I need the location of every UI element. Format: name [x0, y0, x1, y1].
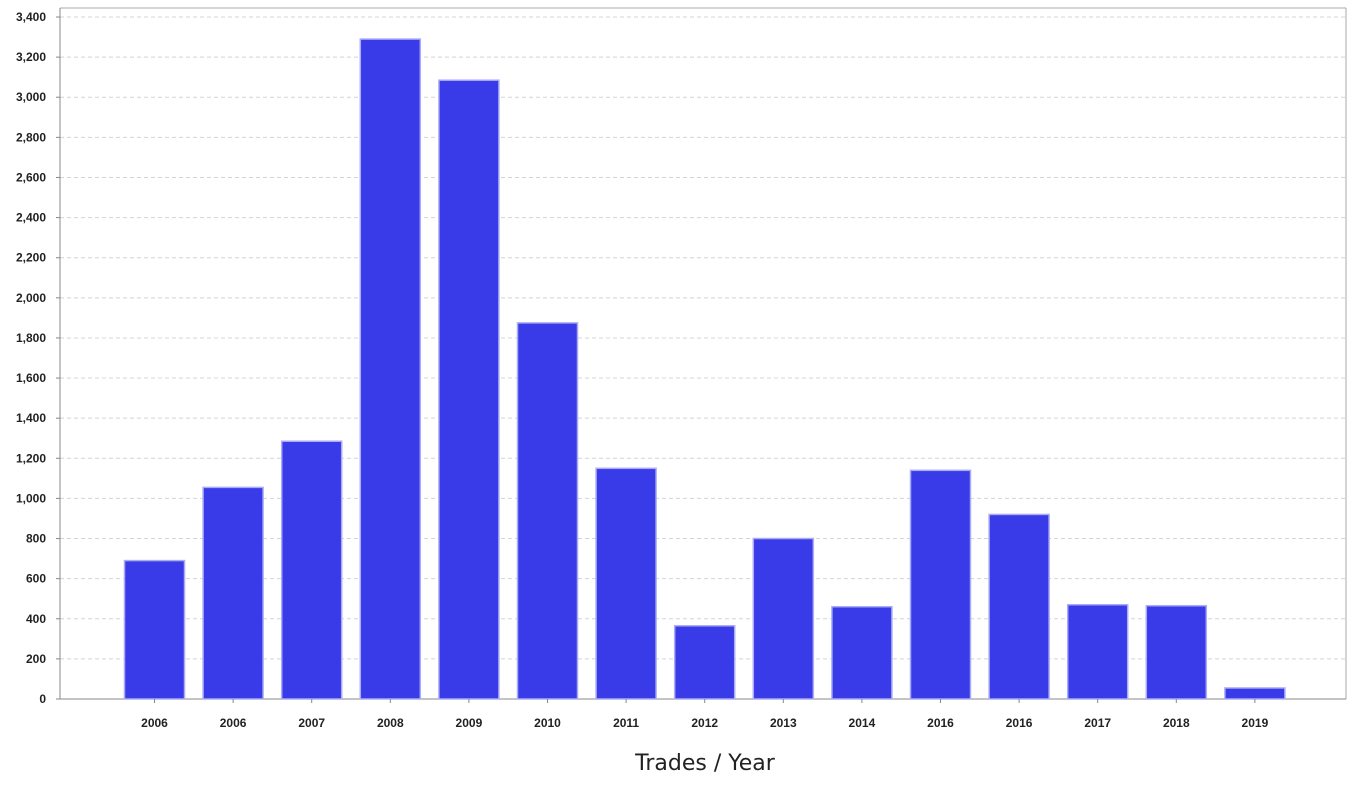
bar-2006-0	[123, 559, 186, 700]
x-axis-title: Trades / Year	[634, 751, 776, 776]
y-tick-label: 800	[26, 532, 46, 546]
x-tick-label: 2013	[770, 716, 797, 730]
y-tick-label: 1,400	[16, 411, 46, 425]
x-tick-label: 2008	[377, 716, 404, 730]
y-tick-label: 2,800	[16, 130, 46, 144]
y-tick-label: 600	[26, 572, 46, 586]
x-tick-label: 2007	[298, 716, 325, 730]
y-tick-label: 1,800	[16, 331, 46, 345]
y-tick-label: 2,600	[16, 170, 46, 184]
bar-2012-7	[673, 625, 736, 700]
x-tick-label: 2011	[613, 716, 639, 730]
y-tick-label: 200	[26, 652, 46, 666]
bar-2010-5	[516, 322, 579, 700]
x-tick-label: 2016	[927, 716, 954, 730]
x-tick-label: 2016	[1006, 716, 1033, 730]
bar-2016-10	[909, 469, 972, 700]
x-tick-label: 2017	[1084, 716, 1111, 730]
y-tick-label: 2,400	[16, 211, 46, 225]
bar-2019-14	[1224, 687, 1286, 700]
grid-lines	[60, 16, 1346, 660]
y-tick-label: 3,400	[16, 10, 46, 24]
y-tick-label: 3,200	[16, 50, 46, 64]
y-tick-label: 3,000	[16, 90, 46, 104]
y-tick-label: 1,600	[16, 371, 46, 385]
y-tick-label: 1,000	[16, 491, 46, 505]
y-tick-label: 1,200	[16, 451, 46, 465]
x-tick-label: 2009	[456, 716, 483, 730]
bar-2011-6	[595, 467, 657, 700]
bar-2014-9	[831, 605, 893, 700]
bar-2009-4	[438, 79, 500, 700]
x-tick-label: 2006	[141, 716, 168, 730]
y-tick-label: 2,000	[16, 291, 46, 305]
bar-2007-2	[280, 440, 343, 700]
x-tick-label: 2006	[220, 716, 247, 730]
x-tick-label: 2019	[1242, 716, 1269, 730]
bars	[123, 38, 1286, 700]
x-tick-label: 2014	[849, 716, 876, 730]
bar-2016-11	[988, 513, 1050, 700]
x-tick-label: 2018	[1163, 716, 1190, 730]
y-tick-label: 400	[26, 612, 46, 626]
bar-2018-13	[1145, 604, 1208, 700]
x-tick-label: 2012	[691, 716, 718, 730]
x-tick-label: 2010	[534, 716, 561, 730]
bar-2008-3	[359, 38, 422, 700]
y-tick-label: 0	[39, 692, 46, 706]
bar-2006-1	[202, 486, 264, 700]
bar-2017-12	[1066, 603, 1129, 700]
x-axis-ticks: 2006 2006 2007 2008 2009 2010 2011 2012 2013 2014…	[141, 699, 1269, 730]
bar-2013-8	[752, 537, 815, 700]
y-tick-label: 2,200	[16, 251, 46, 265]
y-axis-ticks: 0 200 400 600 800 1,000 1,200 1,400 1,600 1,800 2,…	[16, 10, 60, 706]
